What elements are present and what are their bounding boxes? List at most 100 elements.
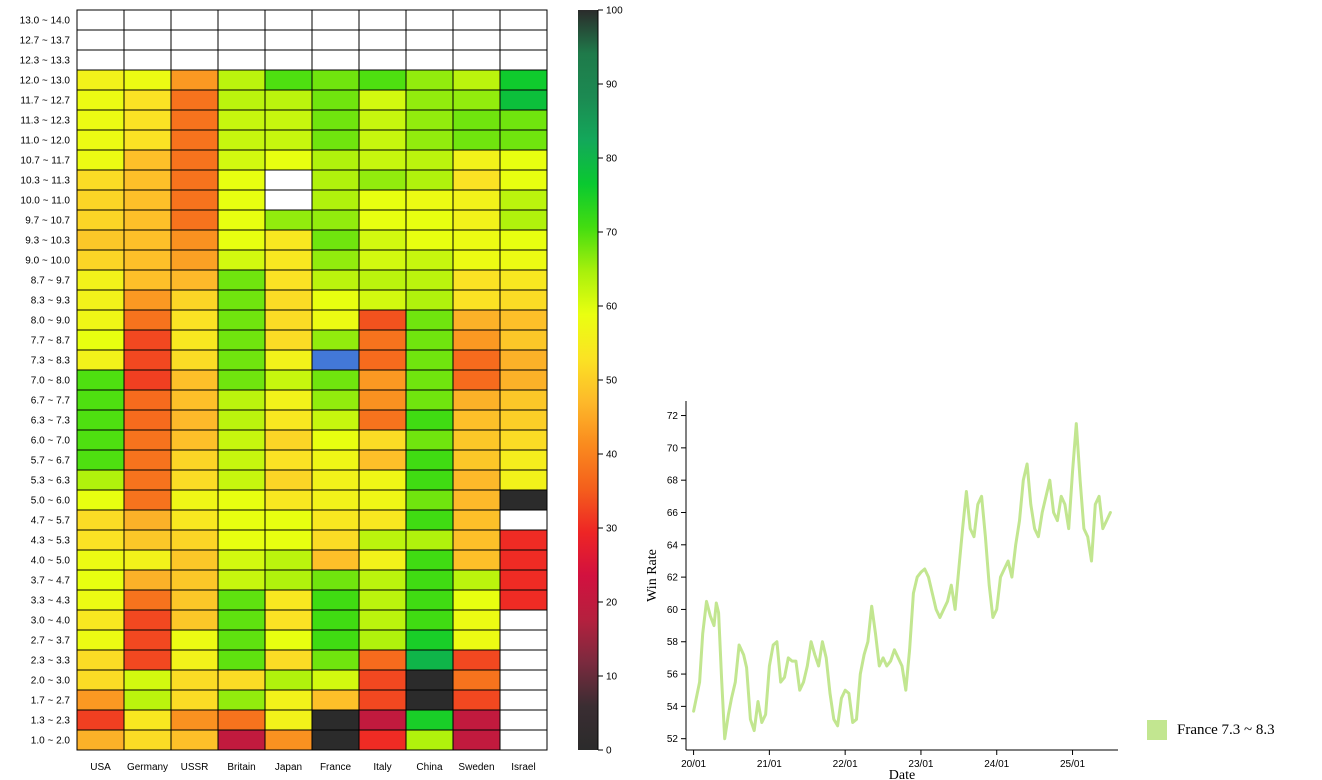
heatmap-cell bbox=[217, 349, 266, 371]
heatmap-cell bbox=[170, 229, 219, 251]
heatmap-cell bbox=[170, 269, 219, 291]
heatmap-cell bbox=[311, 269, 360, 291]
heatmap-cell bbox=[123, 229, 172, 251]
heatmap-cell bbox=[170, 469, 219, 491]
heatmap-cell bbox=[311, 29, 360, 51]
colorbar-tick-label: 80 bbox=[606, 154, 618, 165]
y-tick-label: 11.3 ~ 12.3 bbox=[20, 116, 70, 127]
heatmap-cell bbox=[217, 549, 266, 571]
heatmap-cell bbox=[311, 109, 360, 131]
y-tick-label: 8.3 ~ 9.3 bbox=[31, 296, 71, 307]
heatmap-cell bbox=[311, 249, 360, 271]
heatmap-cell bbox=[264, 669, 313, 691]
y-tick-label: 5.0 ~ 6.0 bbox=[31, 496, 71, 507]
heatmap-cell bbox=[264, 449, 313, 471]
heatmap-cell bbox=[499, 269, 548, 291]
heatmap-cell bbox=[311, 409, 360, 431]
y-tick-label: 52 bbox=[667, 734, 679, 745]
heatmap-cell bbox=[499, 129, 548, 151]
heatmap-cell bbox=[123, 689, 172, 711]
heatmap-cell bbox=[405, 89, 454, 111]
heatmap-cell bbox=[264, 209, 313, 231]
heatmap-cell bbox=[170, 589, 219, 611]
y-tick-label: 13.0 ~ 14.0 bbox=[20, 16, 71, 27]
heatmap-cell bbox=[76, 129, 125, 151]
heatmap-cell bbox=[499, 509, 548, 531]
heatmap-cell bbox=[217, 489, 266, 511]
y-tick-label: 68 bbox=[667, 476, 679, 487]
heatmap-cell bbox=[217, 709, 266, 731]
heatmap-cell bbox=[452, 9, 501, 31]
heatmap-cell bbox=[452, 369, 501, 391]
heatmap-cell bbox=[76, 69, 125, 91]
heatmap-cell bbox=[358, 449, 407, 471]
heatmap-cell bbox=[499, 429, 548, 451]
heatmap-cell bbox=[123, 149, 172, 171]
heatmap-cell bbox=[264, 49, 313, 71]
heatmap-cell bbox=[358, 429, 407, 451]
heatmap-cell bbox=[405, 529, 454, 551]
heatmap-cell bbox=[358, 169, 407, 191]
heatmap-cell bbox=[123, 569, 172, 591]
colorbar-tick-label: 10 bbox=[606, 672, 618, 683]
heatmap-cell bbox=[123, 629, 172, 651]
heatmap-cell bbox=[76, 429, 125, 451]
heatmap-cell bbox=[358, 9, 407, 31]
heatmap-cell bbox=[123, 549, 172, 571]
heatmap-cell bbox=[123, 29, 172, 51]
heatmap-cell bbox=[452, 589, 501, 611]
heatmap-cell bbox=[264, 509, 313, 531]
heatmap-cell bbox=[452, 309, 501, 331]
heatmap-cell bbox=[358, 469, 407, 491]
y-tick-label: 11.0 ~ 12.0 bbox=[20, 136, 70, 147]
heatmap-cell bbox=[123, 729, 172, 751]
heatmap-cell bbox=[499, 669, 548, 691]
y-tick-label: 9.3 ~ 10.3 bbox=[25, 236, 70, 247]
heatmap-cell bbox=[405, 49, 454, 71]
y-tick-label: 8.7 ~ 9.7 bbox=[31, 276, 71, 287]
heatmap-cell bbox=[452, 169, 501, 191]
y-tick-label: 10.0 ~ 11.0 bbox=[20, 196, 70, 207]
y-tick-label: 9.7 ~ 10.7 bbox=[25, 216, 70, 227]
x-tick-label: USA bbox=[90, 762, 111, 773]
heatmap-cell bbox=[358, 589, 407, 611]
heatmap-cell bbox=[452, 329, 501, 351]
heatmap-cell bbox=[452, 489, 501, 511]
heatmap-cell bbox=[405, 669, 454, 691]
heatmap-cell bbox=[311, 709, 360, 731]
heatmap-cell bbox=[123, 429, 172, 451]
heatmap-cell bbox=[76, 409, 125, 431]
heatmap-cell bbox=[452, 189, 501, 211]
heatmap-cell bbox=[311, 309, 360, 331]
heatmap-cell bbox=[499, 349, 548, 371]
colorbar-tick-label: 90 bbox=[606, 80, 618, 91]
heatmap-cell bbox=[123, 589, 172, 611]
heatmap-cell bbox=[170, 389, 219, 411]
heatmap-cell bbox=[311, 689, 360, 711]
heatmap-cell bbox=[76, 369, 125, 391]
heatmap-cell bbox=[452, 349, 501, 371]
heatmap-cell bbox=[264, 249, 313, 271]
heatmap-cell bbox=[264, 89, 313, 111]
heatmap-cell bbox=[311, 549, 360, 571]
heatmap-cell bbox=[405, 409, 454, 431]
heatmap-cell bbox=[170, 709, 219, 731]
heatmap-cell bbox=[123, 169, 172, 191]
heatmap-cell bbox=[452, 629, 501, 651]
heatmap-cell bbox=[499, 729, 548, 751]
y-tick-label: 1.0 ~ 2.0 bbox=[31, 736, 71, 747]
heatmap-cell bbox=[499, 249, 548, 271]
heatmap-cell bbox=[264, 469, 313, 491]
heatmap-cell bbox=[311, 189, 360, 211]
heatmap-cell bbox=[76, 169, 125, 191]
heatmap-cell bbox=[264, 229, 313, 251]
heatmap-cell bbox=[499, 649, 548, 671]
heatmap-cell bbox=[264, 189, 313, 211]
heatmap-cell bbox=[499, 409, 548, 431]
heatmap-cell bbox=[358, 109, 407, 131]
heatmap-cell bbox=[405, 209, 454, 231]
heatmap-cell bbox=[405, 289, 454, 311]
colorbar-tick-label: 70 bbox=[606, 228, 618, 239]
heatmap-cell bbox=[123, 349, 172, 371]
heatmap-cell bbox=[405, 389, 454, 411]
